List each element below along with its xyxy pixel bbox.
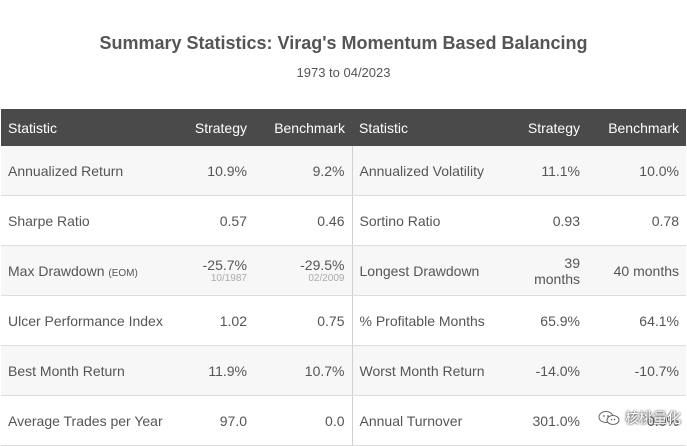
statistic-label: Annual Turnover [351,395,512,446]
benchmark-value: 10.7% [254,345,352,396]
strategy-value: 65.9% [512,295,587,346]
statistic-label: Best Month Return [1,345,179,396]
benchmark-drawdown-date: 02/2009 [308,272,345,284]
statistic-label: Longest Drawdown [351,245,512,296]
table-row: Annualized Return 10.9% 9.2% Annualized … [1,146,686,196]
strategy-drawdown-value: -25.7% [202,256,247,273]
max-drawdown-label: Max Drawdown [8,262,105,279]
statistic-label: Ulcer Performance Index [1,295,179,346]
benchmark-value: 0.0 [254,395,352,446]
page-title: Summary Statistics: Virag's Momentum Bas… [99,33,588,53]
column-header-strategy: Strategy [512,109,587,146]
column-header-benchmark: Benchmark [587,109,686,146]
statistic-label: Annualized Return [1,146,179,196]
benchmark-value: 0.78 [587,195,686,246]
strategy-value: 1.02 [179,295,254,346]
page-subtitle: 1973 to 04/2023 [296,65,391,80]
benchmark-value: -10.7% [587,345,686,396]
table-row: Ulcer Performance Index 1.02 0.75 % Prof… [1,295,686,346]
strategy-value: -14.0% [512,345,587,396]
wechat-icon [598,411,620,425]
table-row: Average Trades per Year 97.0 0.0 Annual … [1,395,686,446]
strategy-value: -25.7% 10/1987 [179,245,254,296]
statistic-label: Sortino Ratio [351,195,512,246]
statistic-label: Worst Month Return [351,345,512,396]
table-row: Max Drawdown (EOM) -25.7% 10/1987 -29.5%… [1,245,686,296]
strategy-drawdown-date: 10/1987 [210,272,247,284]
strategy-value: 11.1% [512,146,587,196]
benchmark-value: 9.2% [254,146,352,196]
benchmark-value: 0.75 [254,295,352,346]
statistic-label: Sharpe Ratio [1,195,179,246]
statistic-label: Average Trades per Year [1,395,179,446]
strategy-value: 10.9% [179,146,254,196]
strategy-value: 11.9% [179,345,254,396]
strategy-value: 39 months [512,245,587,296]
column-header-statistic: Statistic [352,109,512,146]
column-header-statistic: Statistic [1,109,179,146]
column-header-benchmark: Benchmark [254,109,352,146]
column-header-strategy: Strategy [179,109,254,146]
watermark: 核桃量化 [598,408,681,428]
strategy-value: 0.93 [512,195,587,246]
benchmark-value: 40 months [587,245,686,296]
benchmark-value: 0.0% [587,395,686,446]
watermark-text: 核桃量化 [625,410,681,426]
statistic-label: % Profitable Months [351,295,512,346]
statistic-label: Annualized Volatility [351,146,512,196]
benchmark-value: 10.0% [587,146,686,196]
eom-note: (EOM) [108,267,138,279]
summary-statistics-table: Statistic Strategy Benchmark Statistic S… [1,109,686,446]
benchmark-value: 0.46 [254,195,352,246]
table-row: Best Month Return 11.9% 10.7% Worst Mont… [1,345,686,396]
strategy-value: 97.0 [179,395,254,446]
table-row: Sharpe Ratio 0.57 0.46 Sortino Ratio 0.9… [1,195,686,246]
benchmark-drawdown-value: -29.5% [300,256,345,273]
benchmark-value: 64.1% [587,295,686,346]
table-header-row: Statistic Strategy Benchmark Statistic S… [1,109,686,146]
benchmark-value: -29.5% 02/2009 [254,245,352,296]
statistic-label: Max Drawdown (EOM) [1,245,179,296]
strategy-value: 301.0% [512,395,587,446]
strategy-value: 0.57 [179,195,254,246]
